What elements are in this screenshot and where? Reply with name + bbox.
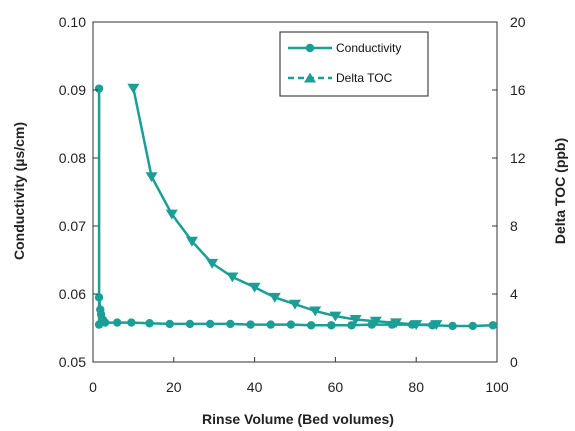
conductivity-point [306, 321, 316, 330]
series-layer [94, 83, 498, 331]
conductivity-point [468, 321, 477, 331]
conductivity-point [266, 320, 275, 329]
legend-delta-toc-label: Delta TOC [336, 71, 393, 85]
delta-toc-point [369, 316, 382, 327]
conductivity-point [127, 318, 136, 327]
delta-toc-point [127, 83, 140, 94]
conductivity-point [100, 318, 110, 327]
delta-toc-point [390, 318, 402, 329]
y-tick-label: 0.05 [59, 354, 86, 370]
y2-tick-label: 4 [510, 286, 518, 302]
conductivity-point [165, 319, 174, 329]
y-tick-label: 0.07 [59, 218, 86, 234]
x-axis-title: Rinse Volume (Bed volumes) [202, 411, 394, 427]
x-tick-label: 80 [408, 379, 424, 395]
y2-tick-label: 16 [510, 82, 526, 98]
y-tick-label: 0.08 [59, 150, 86, 166]
conductivity-point [286, 320, 296, 329]
chart-frame [92, 21, 498, 363]
y2-tick-label: 8 [510, 218, 518, 234]
conductivity-point [488, 321, 498, 330]
delta-toc-point [309, 306, 322, 317]
delta-toc-point [289, 299, 301, 310]
y-tick-label: 0.10 [59, 14, 86, 30]
legend: Conductivity Delta TOC [279, 31, 429, 97]
conductivity-point [185, 319, 195, 329]
conductivity-point [347, 321, 356, 330]
y-tick-label: 0.06 [59, 286, 86, 302]
legend-box [279, 31, 429, 97]
conductivity-point [226, 319, 235, 329]
delta-toc-point [329, 311, 342, 322]
plot-border [92, 21, 498, 363]
delta-toc-point [165, 209, 178, 220]
y2-axis-title: Delta TOC (ppb) [552, 138, 568, 244]
delta-toc-point [185, 236, 198, 247]
x-tick-label: 0 [89, 379, 97, 395]
delta-toc-point [410, 320, 423, 330]
delta-toc-point [206, 258, 219, 269]
conductivity-point [94, 84, 104, 93]
conductivity-point [327, 321, 336, 330]
conductivity-point [448, 321, 457, 331]
delta-toc-point [248, 282, 261, 293]
legend-conductivity-label: Conductivity [336, 41, 401, 55]
conductivity-point [246, 320, 255, 329]
legend-conductivity-marker [305, 43, 315, 53]
legend-delta-toc-marker [304, 72, 316, 83]
conductivity-point [94, 293, 104, 302]
x-tick-label: 60 [328, 379, 344, 395]
y2-tick-label: 12 [510, 150, 526, 166]
conductivity-point [113, 318, 122, 327]
x-tick-label: 100 [485, 379, 509, 395]
axis-layer: 0 20 40 60 80 100 0.05 0.06 0.07 0.08 0.09 0.10 0 4 8 1… [59, 14, 526, 395]
conductivity-point [145, 319, 154, 328]
delta-toc-point [430, 320, 443, 330]
conductivity-point [205, 319, 215, 329]
x-tick-label: 40 [247, 379, 263, 395]
y2-tick-label: 0 [510, 354, 518, 370]
y-tick-label: 0.09 [59, 82, 86, 98]
delta-toc-point [226, 272, 239, 283]
delta-toc-point [145, 172, 158, 183]
delta-toc-line [132, 88, 437, 326]
x-tick-label: 20 [166, 379, 182, 395]
delta-toc-point [349, 315, 362, 325]
y-axis-title: Conductivity (µs/cm) [11, 122, 27, 260]
conductivity-line [97, 88, 494, 328]
delta-toc-point [268, 292, 281, 303]
y2-tick-label: 20 [510, 14, 526, 30]
